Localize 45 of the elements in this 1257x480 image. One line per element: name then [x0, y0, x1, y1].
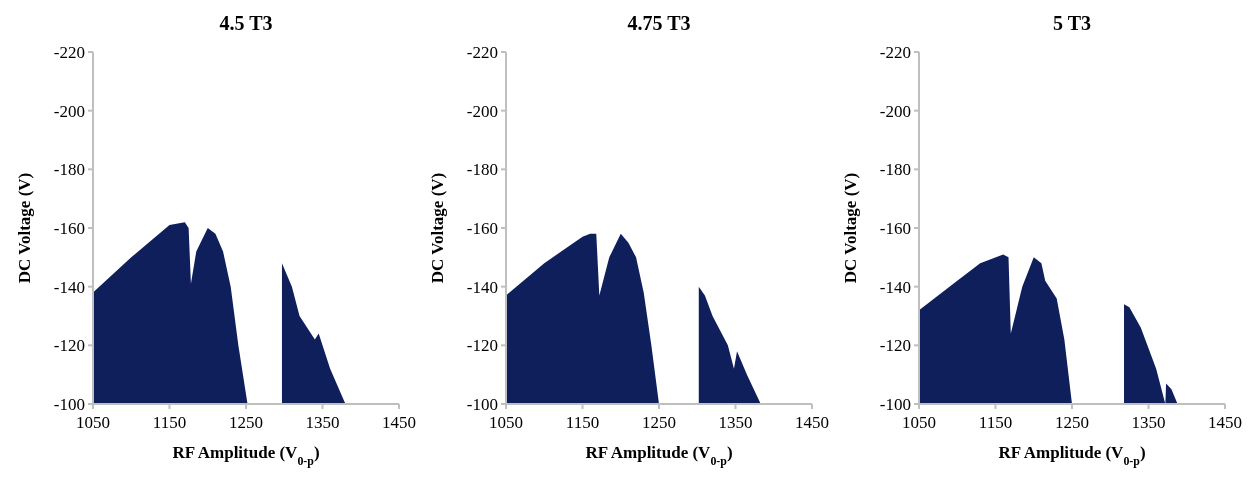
chart-title: 5 T3 — [1053, 12, 1091, 34]
x-tick-label: 1350 — [1131, 413, 1166, 432]
y-tick-label: -140 — [879, 277, 911, 297]
x-tick-label: 1150 — [565, 413, 600, 432]
x-tick-label: 1050 — [902, 413, 936, 432]
x-tick-label: 1250 — [229, 413, 263, 432]
y-tick-label: -180 — [53, 160, 85, 180]
chart-title: 4.75 T3 — [627, 12, 691, 34]
chart-title: 4.5 T3 — [219, 12, 273, 34]
y-tick-label: -220 — [466, 42, 498, 62]
y-tick-label: -180 — [879, 160, 911, 180]
y-tick-label: -160 — [53, 218, 85, 238]
y-tick-label: -100 — [879, 394, 911, 414]
y-tick-label: -140 — [53, 277, 85, 297]
y-tick-label: -140 — [466, 277, 498, 297]
x-tick-label: 1450 — [1208, 413, 1242, 432]
x-tick-label: 1350 — [305, 413, 340, 432]
y-tick-label: -100 — [466, 394, 498, 414]
y-tick-label: -120 — [53, 336, 85, 356]
y-tick-label: -100 — [53, 394, 85, 414]
y-tick-label: -200 — [53, 101, 85, 121]
x-axis-title: RF Amplitude (V$_{0-p}$) — [585, 443, 733, 468]
y-tick-label: -200 — [466, 101, 498, 121]
y-tick-label: -160 — [466, 218, 498, 238]
y-tick-label: -180 — [466, 160, 498, 180]
x-tick-label: 1150 — [152, 413, 187, 432]
y-tick-label: -220 — [53, 42, 85, 62]
y-tick-label: -220 — [879, 42, 911, 62]
x-tick-label: 1450 — [382, 413, 416, 432]
y-tick-label: -120 — [879, 336, 911, 356]
x-tick-label: 1050 — [489, 413, 523, 432]
x-tick-label: 1250 — [1055, 413, 1089, 432]
x-tick-label: 1250 — [642, 413, 676, 432]
x-tick-label: 1450 — [795, 413, 829, 432]
y-tick-label: -200 — [879, 101, 911, 121]
y-axis-title: DC Voltage (V) — [428, 172, 447, 284]
x-tick-label: 1350 — [718, 413, 753, 432]
x-tick-label: 1150 — [978, 413, 1013, 432]
y-axis-title: DC Voltage (V) — [841, 172, 860, 284]
y-tick-label: -120 — [466, 336, 498, 356]
x-tick-label: 1050 — [76, 413, 110, 432]
y-axis-title: DC Voltage (V) — [15, 172, 34, 284]
x-axis-title: RF Amplitude (V$_{0-p}$) — [172, 443, 320, 468]
y-tick-label: -160 — [879, 218, 911, 238]
x-axis-title: RF Amplitude (V$_{0-p}$) — [998, 443, 1146, 468]
